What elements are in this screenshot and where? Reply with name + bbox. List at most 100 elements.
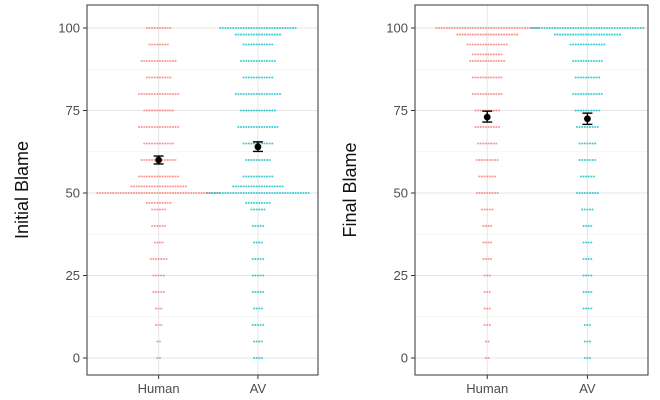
data-dot: [600, 33, 603, 36]
data-dot: [232, 185, 235, 188]
data-dot: [158, 241, 161, 244]
data-dot: [145, 158, 148, 162]
data-dot: [503, 59, 506, 63]
data-dot: [247, 33, 250, 36]
data-dot: [250, 185, 253, 188]
data-dot: [495, 33, 498, 36]
data-dot: [587, 92, 590, 96]
data-dot: [585, 43, 588, 46]
data-dot: [586, 356, 589, 360]
data-dot: [477, 92, 480, 96]
data-dot: [239, 59, 243, 63]
data-dot: [242, 43, 245, 46]
data-dot: [171, 185, 174, 188]
data-dot: [268, 158, 271, 162]
data-dot: [158, 92, 161, 96]
data-dot: [582, 26, 585, 30]
data-dot: [239, 92, 243, 96]
data-dot: [174, 191, 177, 195]
data-dot: [242, 175, 245, 178]
data-dot: [495, 125, 498, 129]
data-dot: [169, 92, 172, 96]
data-dot: [265, 125, 269, 129]
data-dot: [153, 109, 156, 112]
data-dot: [474, 59, 477, 63]
data-dot: [166, 125, 169, 129]
data-dot: [219, 26, 222, 30]
data-dot: [493, 158, 497, 162]
data-dot: [474, 53, 477, 56]
data-dot: [535, 26, 538, 30]
data-dot: [595, 109, 598, 112]
data-dot: [237, 185, 240, 188]
x-tick-label: Human: [138, 381, 180, 396]
data-dot: [156, 224, 159, 228]
data-dot: [138, 191, 141, 195]
data-dot: [500, 53, 503, 56]
data-dot: [477, 53, 480, 56]
data-dot: [255, 340, 258, 343]
data-dot: [169, 201, 172, 204]
data-dot: [577, 76, 580, 79]
data-dot: [479, 92, 482, 96]
data-dot: [140, 125, 143, 129]
data-dot: [164, 175, 167, 178]
data-dot: [624, 26, 627, 30]
data-dot: [594, 158, 597, 162]
data-dot: [490, 59, 493, 63]
data-dot: [466, 33, 469, 36]
data-dot: [169, 185, 172, 188]
data-dot: [582, 241, 585, 244]
data-dot: [135, 191, 138, 195]
data-dot: [164, 109, 167, 112]
data-dot: [177, 191, 180, 195]
data-dot: [483, 323, 486, 327]
data-dot: [488, 175, 491, 178]
data-dot: [574, 43, 577, 46]
data-dot: [245, 109, 248, 112]
data-dot: [154, 290, 158, 294]
data-dot: [548, 26, 551, 30]
data-dot: [587, 274, 590, 277]
data-dot: [273, 33, 276, 36]
data-dot: [587, 76, 590, 79]
data-dot: [487, 33, 490, 36]
data-dot: [490, 92, 493, 96]
data-dot: [281, 191, 284, 195]
data-dot: [203, 191, 206, 195]
data-dot: [480, 208, 484, 211]
data-dot: [581, 158, 584, 162]
data-dot: [603, 33, 606, 36]
data-dot: [579, 175, 582, 178]
data-dot: [260, 43, 263, 46]
data-dot: [271, 175, 274, 178]
data-dot: [591, 191, 594, 195]
data-dot: [161, 208, 164, 211]
data-dot: [466, 43, 469, 46]
data-dot: [500, 92, 503, 96]
data-dot: [158, 208, 161, 211]
data-dot: [153, 208, 156, 211]
data-dot: [164, 125, 167, 129]
data-dot: [503, 26, 506, 30]
data-dot: [145, 175, 148, 178]
data-dot: [255, 109, 258, 112]
data-dot: [286, 26, 289, 30]
data-dot: [162, 257, 165, 261]
data-dot: [574, 59, 577, 63]
data-dot: [642, 26, 645, 30]
data-dot: [505, 43, 508, 46]
y-axis-title: Final Blame: [340, 142, 360, 237]
data-dot: [166, 201, 169, 204]
data-dot: [569, 43, 572, 46]
data-dot: [242, 109, 245, 112]
data-dot: [561, 33, 564, 36]
data-dot: [211, 191, 214, 195]
data-dot: [577, 59, 580, 63]
data-dot: [559, 33, 562, 36]
data-dot: [487, 257, 490, 261]
data-dot: [177, 185, 180, 188]
data-dot: [145, 59, 148, 63]
data-dot: [291, 191, 295, 195]
data-dot: [256, 290, 259, 294]
